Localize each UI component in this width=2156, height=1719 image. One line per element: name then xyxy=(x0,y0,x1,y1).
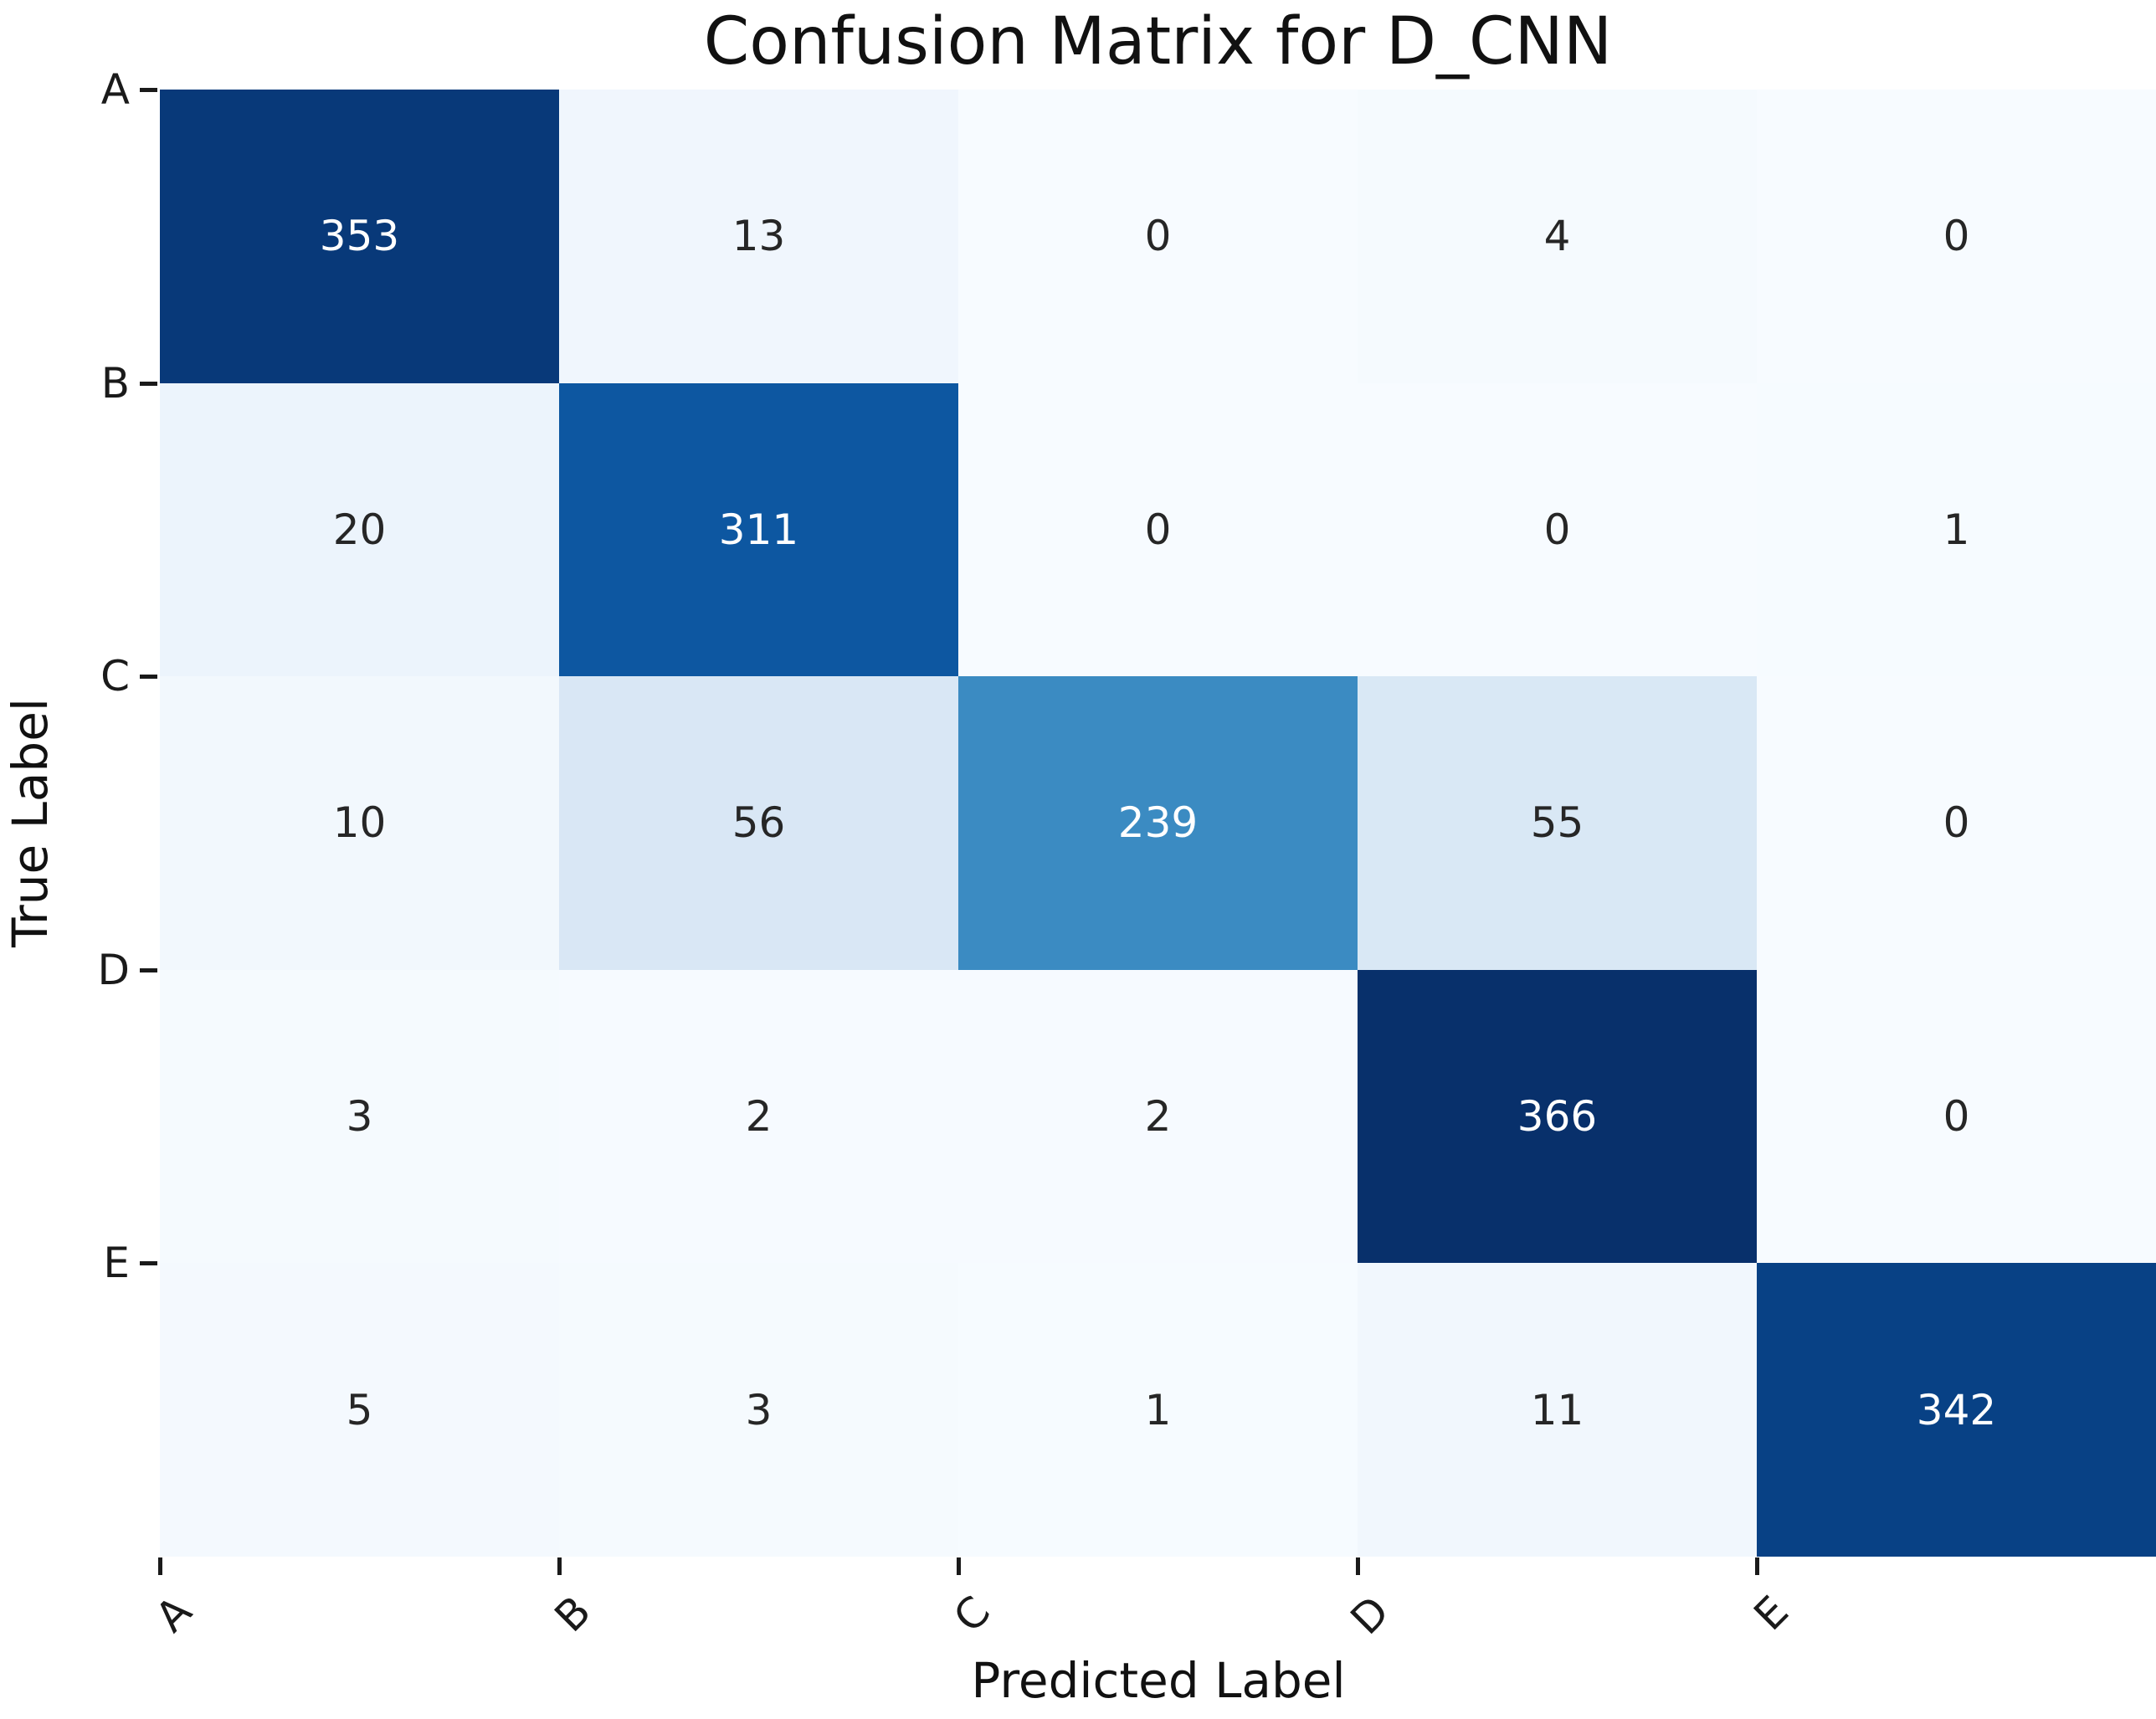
heatmap-grid: 353 13 0 4 0 20 311 0 0 1 10 56 239 55 0 3 2 2 366 0 5 3 1 11 34… xyxy=(160,90,2156,1557)
cell-value: 55 xyxy=(1530,798,1584,848)
cell-value: 20 xyxy=(332,505,387,554)
x-tick-mark xyxy=(557,1557,562,1575)
cell-value: 5 xyxy=(346,1385,373,1434)
matrix-cell-A-E: 0 xyxy=(1757,90,2156,383)
cell-value: 0 xyxy=(1943,212,1970,261)
cell-value: 1 xyxy=(1144,1385,1172,1434)
matrix-cell-D-C: 2 xyxy=(958,969,1358,1264)
cell-value: 0 xyxy=(1943,1092,1970,1142)
x-tick-mark xyxy=(158,1557,162,1575)
matrix-cell-A-C: 0 xyxy=(958,90,1358,383)
matrix-cell-D-B: 2 xyxy=(559,969,958,1264)
cell-value: 342 xyxy=(1916,1385,1997,1434)
cell-value: 2 xyxy=(745,1092,773,1142)
matrix-cell-D-D: 366 xyxy=(1358,969,1757,1264)
cell-value: 311 xyxy=(718,505,799,554)
matrix-cell-A-B: 13 xyxy=(559,90,958,383)
y-tick-mark xyxy=(140,1261,157,1266)
cell-value: 4 xyxy=(1543,212,1571,261)
cell-value: 0 xyxy=(1144,212,1172,261)
y-tick-mark xyxy=(140,88,157,92)
matrix-cell-A-A: 353 xyxy=(160,90,559,383)
matrix-cell-B-E: 1 xyxy=(1757,382,2156,677)
matrix-cell-E-A: 5 xyxy=(160,1263,559,1557)
x-tick-label-D: D xyxy=(1341,1587,1399,1645)
matrix-cell-C-D: 55 xyxy=(1358,676,1757,970)
matrix-cell-D-A: 3 xyxy=(160,969,559,1264)
y-tick-label-C: C xyxy=(100,652,130,701)
y-tick-mark xyxy=(140,381,157,386)
matrix-cell-A-D: 4 xyxy=(1358,90,1757,383)
x-tick-mark xyxy=(1356,1557,1360,1575)
cell-value: 0 xyxy=(1943,798,1970,848)
matrix-cell-E-E: 342 xyxy=(1757,1263,2156,1557)
matrix-cell-C-C: 239 xyxy=(958,676,1358,970)
x-tick-label-E: E xyxy=(1744,1587,1799,1640)
matrix-cell-E-C: 1 xyxy=(958,1263,1358,1557)
x-axis-label: Predicted Label xyxy=(971,1652,1346,1709)
matrix-cell-D-E: 0 xyxy=(1757,969,2156,1264)
y-tick-label-E: E xyxy=(103,1239,130,1288)
cell-value: 10 xyxy=(332,798,387,848)
cell-value: 0 xyxy=(1144,505,1172,554)
cell-value: 239 xyxy=(1117,798,1199,848)
matrix-cell-E-D: 11 xyxy=(1358,1263,1757,1557)
cell-value: 13 xyxy=(732,212,786,261)
cell-value: 353 xyxy=(319,212,400,261)
cell-value: 3 xyxy=(745,1385,773,1434)
matrix-cell-C-A: 10 xyxy=(160,676,559,970)
cell-value: 3 xyxy=(346,1092,373,1142)
matrix-cell-B-D: 0 xyxy=(1358,382,1757,677)
cell-value: 56 xyxy=(732,798,786,848)
cell-value: 366 xyxy=(1517,1092,1598,1142)
y-tick-label-B: B xyxy=(100,358,130,408)
cell-value: 11 xyxy=(1530,1385,1584,1434)
matrix-cell-C-B: 56 xyxy=(559,676,958,970)
x-tick-label-A: A xyxy=(146,1587,202,1642)
x-tick-mark xyxy=(957,1557,961,1575)
cell-value: 1 xyxy=(1943,505,1970,554)
y-tick-label-D: D xyxy=(97,945,130,994)
x-tick-label-C: C xyxy=(944,1587,1000,1642)
y-tick-mark xyxy=(140,967,157,972)
chart-title: Confusion Matrix for D_CNN xyxy=(703,4,1613,80)
y-axis-label: True Label xyxy=(2,697,59,948)
matrix-cell-E-B: 3 xyxy=(559,1263,958,1557)
matrix-cell-B-C: 0 xyxy=(958,382,1358,677)
y-tick-mark xyxy=(140,675,157,680)
x-tick-label-B: B xyxy=(545,1587,601,1642)
y-tick-label-A: A xyxy=(100,65,130,114)
matrix-cell-B-B: 311 xyxy=(559,382,958,677)
matrix-cell-B-A: 20 xyxy=(160,382,559,677)
x-tick-mark xyxy=(1755,1557,1759,1575)
cell-value: 0 xyxy=(1543,505,1571,554)
cell-value: 2 xyxy=(1144,1092,1172,1142)
matrix-cell-C-E: 0 xyxy=(1757,676,2156,970)
